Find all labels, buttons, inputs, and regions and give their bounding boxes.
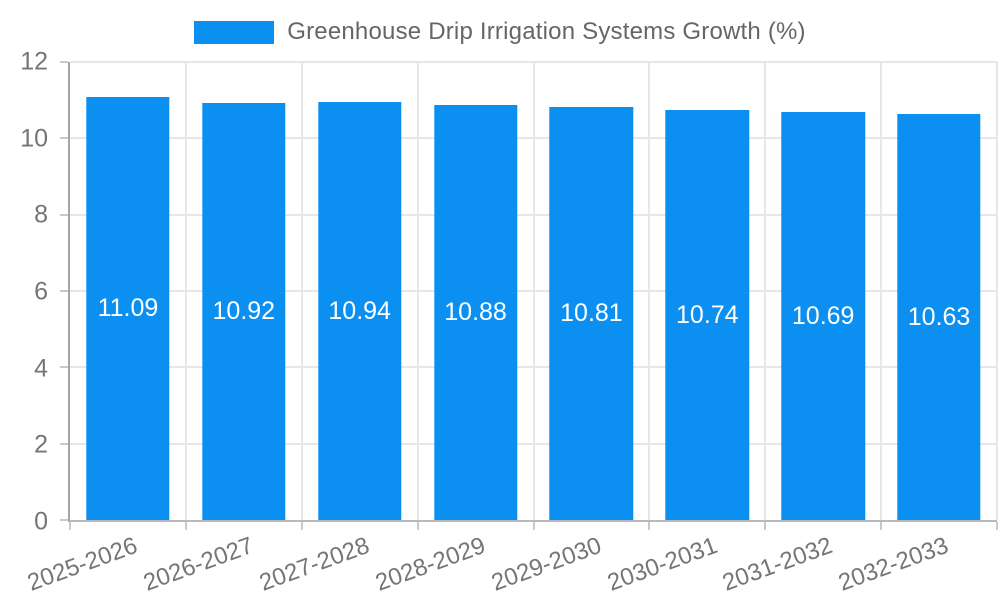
x-category-label: 2030-2031: [603, 532, 721, 597]
y-tick-label: 8: [34, 200, 48, 229]
x-category-label: 2026-2027: [139, 532, 258, 597]
y-tick-mark: [60, 519, 68, 521]
y-tick-label: 0: [34, 507, 48, 536]
y-tick-label: 6: [34, 277, 48, 306]
chart-legend: Greenhouse Drip Irrigation Systems Growt…: [0, 18, 1000, 46]
x-tick-mark: [69, 522, 71, 530]
bar: 10.88: [433, 104, 518, 520]
x-tick-mark: [416, 522, 419, 530]
y-tick-mark: [60, 366, 68, 369]
bar-category-slot: 10.74: [649, 62, 765, 520]
bar-value-label: 10.88: [444, 297, 507, 326]
bar-series: 11.09 10.92 10.94 10.88 10.81 10.74 10.69 10.63: [70, 62, 997, 520]
x-tick-mark: [764, 522, 767, 530]
y-tick-mark: [60, 290, 68, 292]
bar-value-label: 10.69: [791, 301, 855, 330]
x-category-label: 2027-2028: [255, 532, 373, 597]
bar: 10.92: [202, 103, 286, 520]
x-tick-mark: [996, 522, 998, 530]
bar-category-slot: 11.09: [70, 62, 186, 520]
bar-category-slot: 10.69: [765, 62, 881, 520]
x-axis-labels: 2025-2026 2026-2027 2027-2028 2028-2029 2029…: [24, 520, 997, 597]
vertical-gridline: [300, 62, 303, 520]
x-tick-mark: [184, 522, 187, 530]
vertical-gridline: [184, 62, 187, 520]
x-tick-mark: [880, 522, 883, 530]
vertical-gridline: [996, 62, 998, 520]
bar-category-slot: 10.81: [534, 62, 650, 520]
x-category-label: 2032-2033: [835, 532, 953, 597]
bar-value-label: 10.92: [212, 297, 276, 326]
x-category-label: 2028-2029: [371, 532, 489, 597]
legend-series-label: Greenhouse Drip Irrigation Systems Growt…: [287, 18, 806, 45]
bar-value-label: 11.09: [97, 293, 159, 322]
x-category-label: 2031-2032: [719, 532, 837, 597]
bar-category-slot: 10.88: [418, 62, 534, 520]
vertical-gridline: [764, 62, 767, 520]
y-tick-mark: [60, 61, 68, 63]
x-tick-mark: [648, 522, 651, 530]
bar-value-label: 10.81: [560, 299, 623, 328]
y-tick-mark: [60, 442, 68, 445]
bar-value-label: 10.74: [676, 300, 739, 329]
y-tick-mark: [60, 137, 68, 140]
y-axis-labels: 0 2 4 6 8 10 12: [0, 48, 56, 536]
vertical-gridline: [880, 62, 883, 520]
vertical-gridline: [532, 62, 535, 520]
plot-area: 11.09 10.92 10.94 10.88 10.81 10.74 10.69 10.63…: [24, 61, 998, 597]
legend-color-swatch: [194, 20, 275, 44]
y-tick-label: 2: [34, 430, 48, 459]
y-tick-mark: [60, 213, 68, 216]
bar: 10.81: [549, 107, 634, 520]
y-tick-label: 10: [20, 124, 48, 153]
bar: 10.94: [317, 102, 402, 520]
bar-category-slot: 10.92: [186, 62, 302, 520]
vertical-gridline: [416, 62, 419, 520]
bar: 10.69: [781, 112, 865, 520]
bar: 10.74: [665, 110, 750, 520]
bar-category-slot: 10.94: [302, 62, 418, 520]
y-tick-label: 4: [34, 354, 48, 383]
x-tick-mark: [532, 522, 535, 530]
x-category-label: 2029-2030: [487, 532, 605, 597]
bar: 11.09: [86, 96, 170, 520]
bar-category-slot: 10.63: [881, 62, 997, 520]
x-tick-mark: [300, 522, 303, 530]
x-category-label: 2025-2026: [24, 532, 142, 597]
y-tick-label: 12: [20, 47, 48, 76]
bar: 10.63: [897, 114, 981, 520]
bar-value-label: 10.63: [907, 302, 971, 331]
vertical-gridline: [648, 62, 651, 520]
bar-value-label: 10.94: [328, 296, 391, 325]
